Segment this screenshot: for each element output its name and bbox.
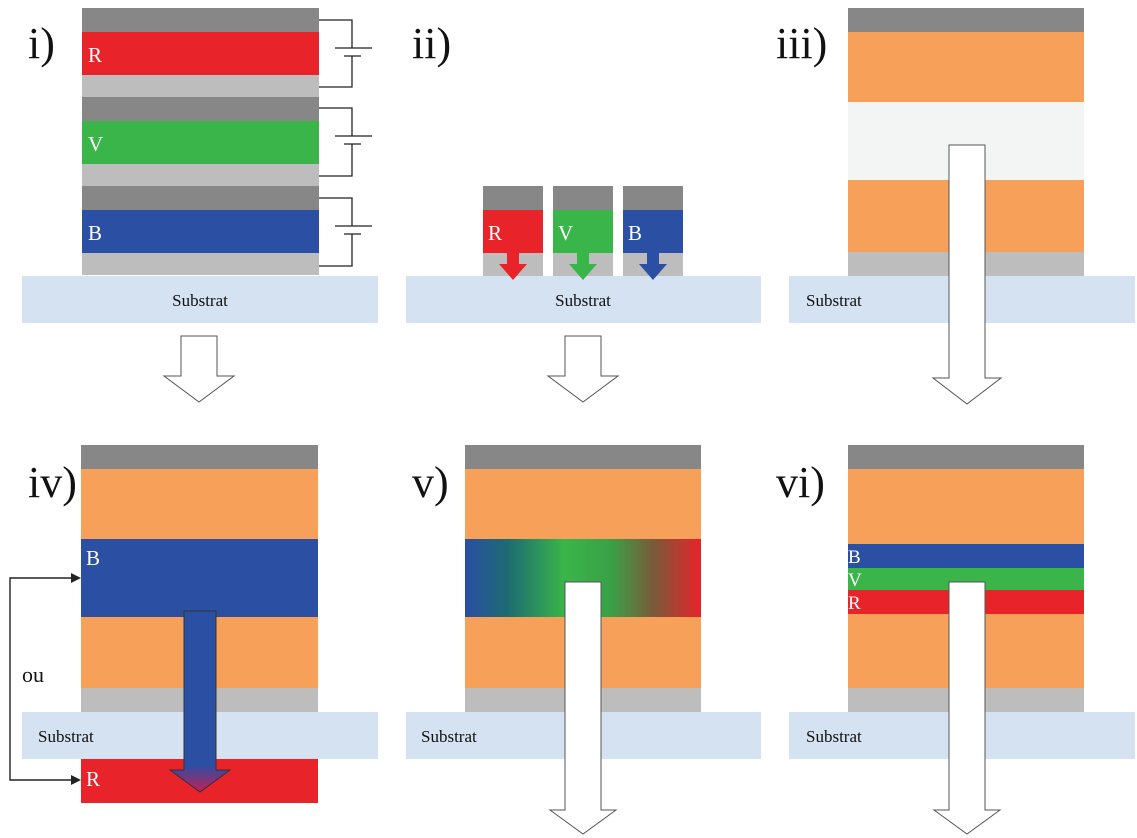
alternative-bracket bbox=[9, 577, 77, 781]
panel-iii: iii) Substrat bbox=[776, 8, 1135, 405]
layer-label-red: R bbox=[848, 593, 861, 614]
electrode-top bbox=[848, 445, 1084, 469]
emissive-layer-red bbox=[82, 32, 319, 75]
substrate bbox=[22, 276, 378, 323]
pixel-red-electrode bbox=[483, 186, 543, 210]
spacer-r bbox=[82, 75, 319, 97]
panel-iii-label: iii) bbox=[776, 19, 827, 68]
spacer-b bbox=[82, 253, 319, 275]
emission-arrow-red-icon bbox=[499, 246, 527, 280]
pixel-blue-electrode bbox=[623, 186, 683, 210]
layer-label-green: V bbox=[848, 570, 862, 591]
layer-label-red: R bbox=[88, 43, 102, 67]
bracket-arrowhead-top-icon bbox=[71, 573, 81, 583]
substrate-label: Substrat bbox=[806, 727, 862, 746]
pixel-blue bbox=[623, 210, 683, 253]
pixel-label-red: R bbox=[488, 221, 502, 245]
panel-i-label: i) bbox=[28, 19, 55, 68]
layer-label-blue: B bbox=[848, 547, 861, 568]
electrode-top bbox=[848, 8, 1084, 32]
electrode-top-v bbox=[82, 97, 319, 121]
light-out-arrow-icon bbox=[932, 581, 1002, 835]
substrate-label: Substrat bbox=[38, 727, 94, 746]
pixel-label-green: V bbox=[558, 221, 573, 245]
light-out-arrow-icon bbox=[931, 144, 1003, 405]
emissive-layer-green bbox=[82, 121, 319, 164]
spacer-v bbox=[82, 164, 319, 186]
substrate-label: Substrat bbox=[172, 291, 228, 310]
layer-label-red: R bbox=[86, 767, 100, 791]
bracket-arrowhead-bottom-icon bbox=[71, 775, 81, 785]
panel-ii-label: ii) bbox=[412, 19, 451, 68]
panel-iv: iv) B Substrat R ou bbox=[9, 445, 378, 803]
layer-label-blue: B bbox=[88, 221, 102, 245]
emissive-layer-blue bbox=[81, 539, 318, 617]
panel-v: v) Substrat bbox=[406, 445, 761, 835]
battery-circuits bbox=[319, 19, 372, 267]
down-arrow-icon bbox=[162, 335, 236, 403]
panel-v-label: v) bbox=[412, 458, 449, 507]
panel-i: i) R V B Substrat bbox=[22, 8, 378, 403]
organic-layer-upper bbox=[81, 469, 318, 539]
electrode-top-b bbox=[82, 186, 319, 210]
substrate-label: Substrat bbox=[421, 727, 477, 746]
layer-label-green: V bbox=[88, 132, 103, 156]
emission-arrow-green-icon bbox=[569, 246, 597, 280]
electrode-top-r bbox=[82, 8, 319, 32]
panel-ii: ii) Substrat R V B bbox=[406, 19, 761, 403]
emissive-layer-blue bbox=[82, 210, 319, 253]
panel-vi: vi) B V R Substrat bbox=[776, 445, 1135, 835]
emission-arrow-blue-icon bbox=[639, 246, 667, 280]
organic-layer-upper bbox=[465, 469, 701, 539]
down-arrow-icon bbox=[546, 335, 620, 403]
organic-layer-upper bbox=[848, 469, 1084, 544]
layer-label-blue: B bbox=[86, 546, 100, 570]
substrate bbox=[406, 276, 761, 323]
panel-iv-label: iv) bbox=[28, 458, 77, 507]
electrode-top bbox=[81, 445, 318, 469]
alternative-label: ou bbox=[22, 662, 44, 687]
blue-light-arrow-icon bbox=[168, 610, 232, 793]
electrode-top bbox=[465, 445, 701, 469]
substrate-label: Substrat bbox=[806, 291, 862, 310]
organic-layer-upper bbox=[848, 32, 1084, 102]
pixel-label-blue: B bbox=[628, 221, 642, 245]
panel-vi-label: vi) bbox=[776, 458, 825, 507]
emissive-layer-blue bbox=[848, 544, 1084, 568]
pixel-red bbox=[483, 210, 543, 253]
light-out-arrow-icon bbox=[548, 581, 618, 835]
pixel-green-electrode bbox=[553, 186, 613, 210]
emissive-layer-green bbox=[848, 568, 1084, 590]
pixel-green bbox=[553, 210, 613, 253]
substrate-label: Substrat bbox=[555, 291, 611, 310]
